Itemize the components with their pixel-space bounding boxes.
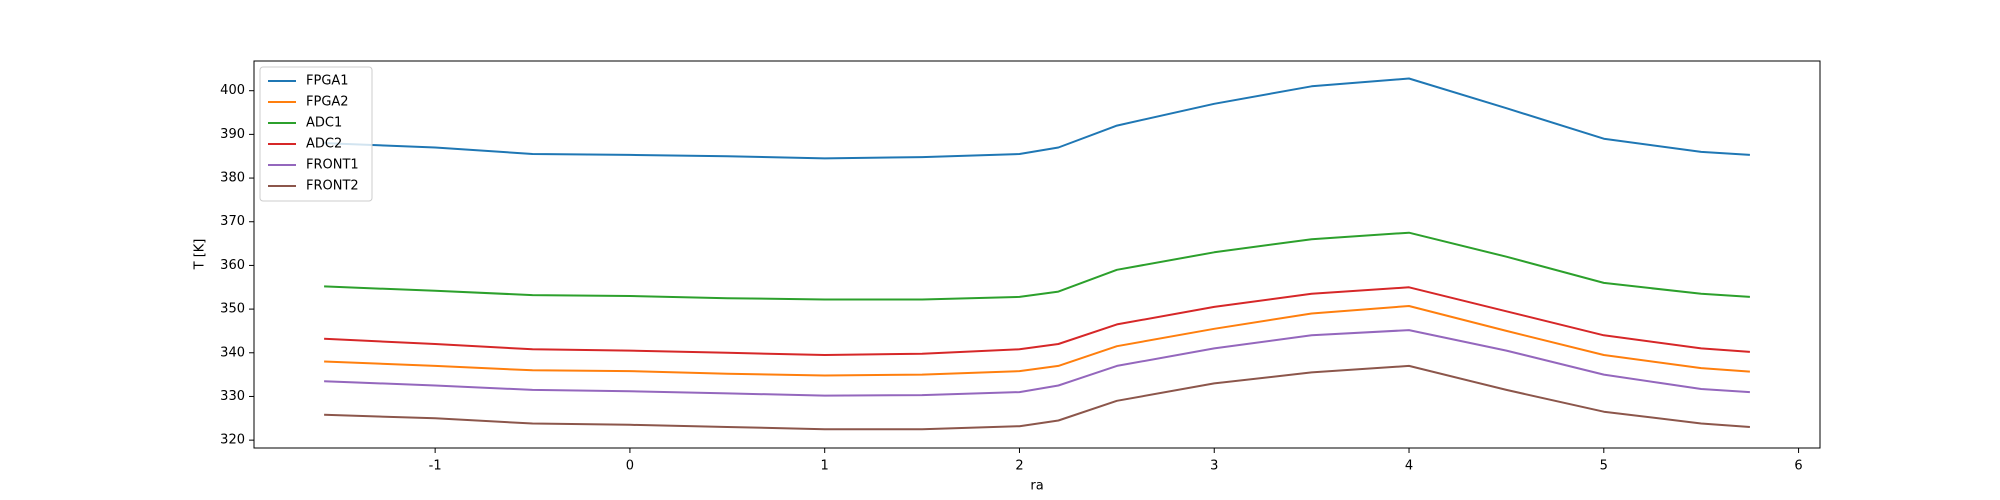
y-tick-label: 400 xyxy=(220,83,245,98)
legend-label: FRONT2 xyxy=(306,179,359,194)
series-line xyxy=(324,286,1750,356)
x-tick-label: 1 xyxy=(821,459,829,474)
y-tick-label: 360 xyxy=(220,258,245,273)
x-tick-label: 6 xyxy=(1794,459,1802,474)
y-tick-label: 390 xyxy=(220,127,245,142)
x-tick-label: 4 xyxy=(1405,459,1413,474)
y-tick-label: 330 xyxy=(220,389,245,404)
series-line xyxy=(324,329,1750,397)
y-axis-label: T [K] xyxy=(193,239,208,271)
legend-label: FPGA1 xyxy=(306,74,349,89)
y-tick-label: 350 xyxy=(220,302,245,317)
series-line xyxy=(324,77,1750,160)
plot-frame xyxy=(253,60,1821,449)
series-line xyxy=(324,305,1750,377)
y-tick-label: 320 xyxy=(220,433,245,448)
series-line xyxy=(324,231,1750,301)
y-tick-label: 370 xyxy=(220,214,245,229)
legend-label: ADC2 xyxy=(306,137,342,152)
series-line xyxy=(324,364,1750,431)
x-tick-label: 2 xyxy=(1015,459,1023,474)
legend-label: FPGA2 xyxy=(306,95,349,110)
x-tick-label: 5 xyxy=(1600,459,1608,474)
x-axis-label: ra xyxy=(1030,479,1043,494)
x-tick-label: 3 xyxy=(1210,459,1218,474)
legend-label: ADC1 xyxy=(306,116,342,131)
y-tick-label: 380 xyxy=(220,171,245,186)
y-tick-label: 340 xyxy=(220,345,245,360)
legend-label: FRONT1 xyxy=(306,158,359,173)
x-tick-label: -1 xyxy=(429,459,442,474)
x-tick-label: 0 xyxy=(626,459,634,474)
legend-box xyxy=(259,66,373,202)
